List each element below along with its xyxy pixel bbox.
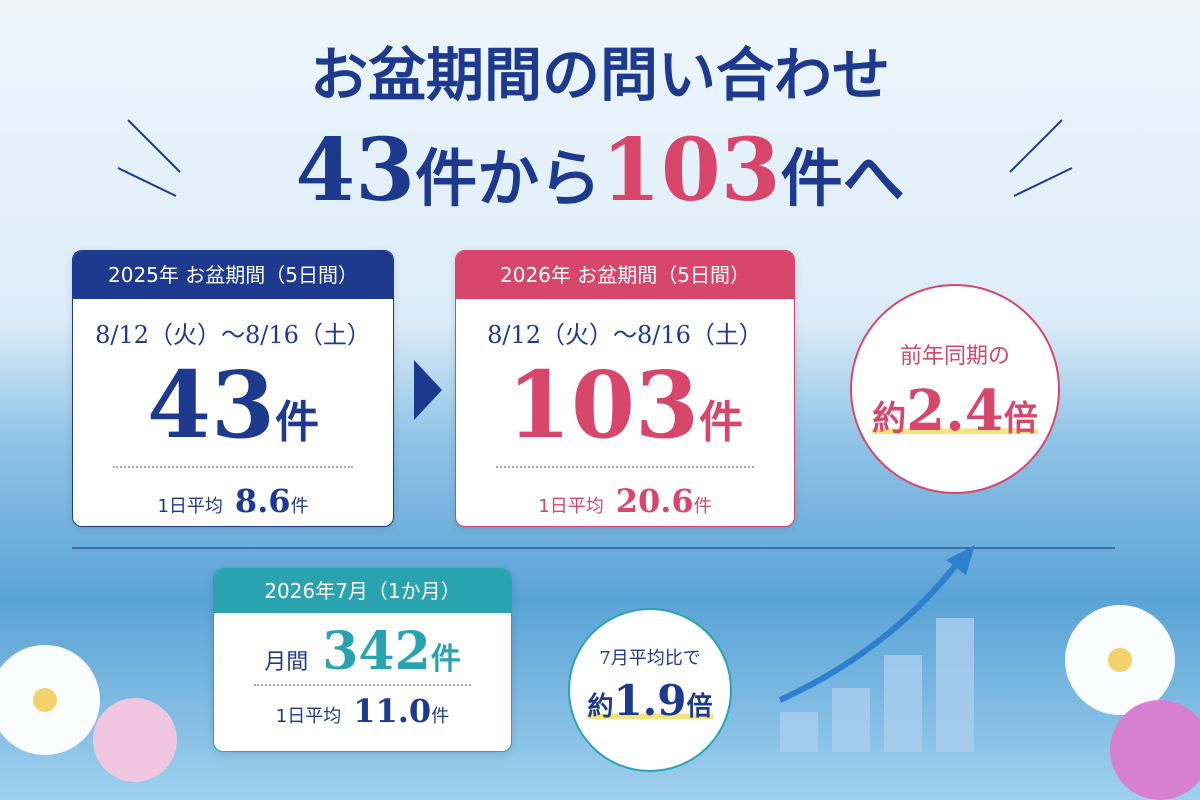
ratio-suffix: 倍 xyxy=(686,692,713,722)
flower xyxy=(93,698,177,782)
flowers xyxy=(0,605,1200,800)
headline: 43件から103件へ xyxy=(0,120,1200,221)
trend-arrow xyxy=(778,558,963,703)
deco-bar xyxy=(780,712,818,752)
unit: 件 xyxy=(290,496,309,517)
avg-value: 20.6 xyxy=(615,482,694,520)
avg-label: 1日平均 xyxy=(538,496,604,517)
avg-value: 11.0 xyxy=(353,692,432,730)
accent-line xyxy=(117,167,177,197)
deco-bar xyxy=(936,618,974,752)
ratio-caption: 7月平均比で xyxy=(599,648,701,669)
ratio-prefix: 約 xyxy=(872,399,907,439)
ratio-value: 2.4 xyxy=(906,378,1004,444)
ratio-value: 1.9 xyxy=(613,676,687,725)
avg-value: 8.6 xyxy=(234,482,291,520)
ratio-july: 7月平均比で 約1.9倍 xyxy=(568,608,732,772)
ratio-prefix: 約 xyxy=(587,692,614,722)
card-header: 2026年7月（1か月） xyxy=(214,569,511,613)
card-2025: 2025年 お盆期間（5日間） 8/12（火）～8/16（土） 43件 1日平均… xyxy=(72,250,394,527)
dates: 8/12（火）～8/16（土） xyxy=(95,321,371,349)
card-header: 2026年 お盆期間（5日間） xyxy=(456,251,794,299)
trend-arrow-head xyxy=(946,545,975,575)
ratio: 約1.9倍 xyxy=(570,676,730,725)
arrow xyxy=(414,360,442,420)
avg-label: 1日平均 xyxy=(157,496,223,517)
flower xyxy=(1110,700,1200,800)
ratio-suffix: 倍 xyxy=(1003,399,1038,439)
month-total: 月間 342件 xyxy=(214,621,511,682)
card-july: 2026年7月（1か月） 月間 342件 1日平均 11.0件 xyxy=(213,568,512,752)
unit: 件 xyxy=(430,642,461,677)
headline-number: 103 xyxy=(601,120,781,221)
flower-center xyxy=(1108,648,1132,672)
month-label: 月間 xyxy=(264,650,309,675)
flower-center xyxy=(33,688,57,712)
unit: 件 xyxy=(431,706,450,727)
headline-number: 43 xyxy=(295,120,416,221)
unit: 件 xyxy=(699,397,744,448)
dates: 8/12（火）～8/16（土） xyxy=(487,321,763,349)
separator xyxy=(254,684,471,686)
separator xyxy=(496,466,754,468)
average: 1日平均 8.6件 xyxy=(73,482,393,520)
headline-text: 件から xyxy=(415,142,602,215)
unit: 件 xyxy=(275,397,320,448)
separator xyxy=(113,466,353,468)
accent-line xyxy=(127,119,181,173)
avg-label: 1日平均 xyxy=(275,706,342,727)
unit: 件 xyxy=(693,496,712,517)
deco-bar xyxy=(832,688,870,752)
count: 103 xyxy=(506,351,700,459)
count: 342 xyxy=(322,621,431,682)
card-2026: 2026年 お盆期間（5日間） 8/12（火）～8/16（土） 103件 1日平… xyxy=(455,250,795,527)
ratio-year: 前年同期の 約2.4倍 xyxy=(850,284,1060,494)
title: お盆期間の問い合わせ xyxy=(309,41,890,109)
deco-bar xyxy=(884,655,922,752)
accent-line xyxy=(1013,167,1073,197)
average: 1日平均 11.0件 xyxy=(214,692,511,730)
ratio-caption: 前年同期の xyxy=(899,344,1010,369)
accent-line xyxy=(1009,119,1063,173)
count: 43 xyxy=(146,351,276,459)
ratio: 約2.4倍 xyxy=(852,378,1058,444)
average: 1日平均 20.6件 xyxy=(456,482,794,520)
card-header: 2025年 お盆期間（5日間） xyxy=(73,251,393,299)
headline-text: 件へ xyxy=(780,142,905,215)
